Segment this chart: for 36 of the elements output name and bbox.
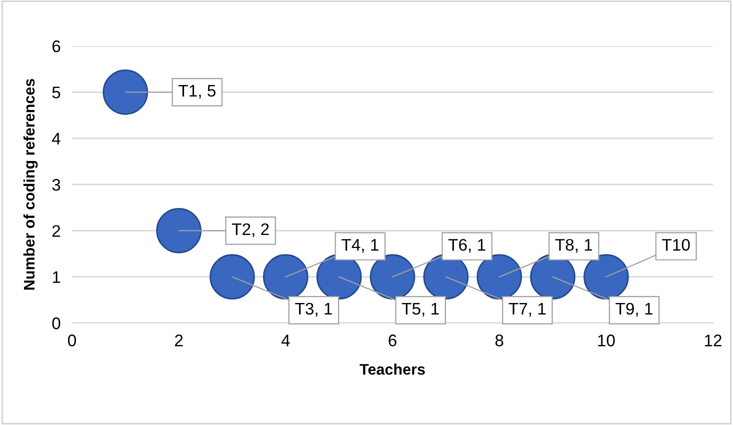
data-label: T3, 1: [295, 302, 332, 317]
y-tick-label: 3: [52, 178, 60, 191]
x-tick-label: 0: [68, 334, 76, 346]
data-label: T2, 2: [232, 223, 269, 238]
point: [423, 254, 469, 300]
point: [370, 254, 416, 300]
point: [210, 254, 255, 300]
data-label: T8, 1: [555, 238, 592, 253]
point: [476, 254, 522, 300]
point: [263, 254, 308, 300]
data-label: T5, 1: [402, 303, 439, 317]
data-label: T1, 5: [178, 85, 216, 99]
y-tick-label: 2: [52, 225, 60, 237]
point: [584, 254, 629, 300]
data-label: T4, 1: [342, 239, 378, 253]
point: [316, 254, 362, 300]
point: [530, 254, 576, 300]
y-tick-label: 4: [52, 132, 60, 144]
x-tick-label: 10: [598, 334, 615, 346]
data-label: T9, 1: [616, 302, 652, 317]
point: [156, 208, 202, 254]
y-tick-label: 6: [52, 40, 60, 52]
y-tick-label: 1: [52, 271, 60, 283]
x-tick-label: 8: [495, 334, 504, 346]
y-axis-title: Number of coding references: [23, 79, 38, 290]
point: [102, 70, 148, 115]
y-tick-label: 0: [52, 317, 60, 330]
data-label: T10: [662, 238, 690, 251]
x-tick-label: 6: [388, 334, 396, 346]
data-label: T6, 1: [448, 238, 486, 253]
x-axis-title: Teachers: [360, 364, 425, 375]
y-tick-label: 5: [52, 86, 60, 98]
x-tick-label: 12: [705, 334, 722, 346]
data-label: T7, 1: [508, 303, 546, 317]
x-tick-label: 4: [281, 334, 290, 346]
x-tick-label: 2: [175, 334, 183, 346]
